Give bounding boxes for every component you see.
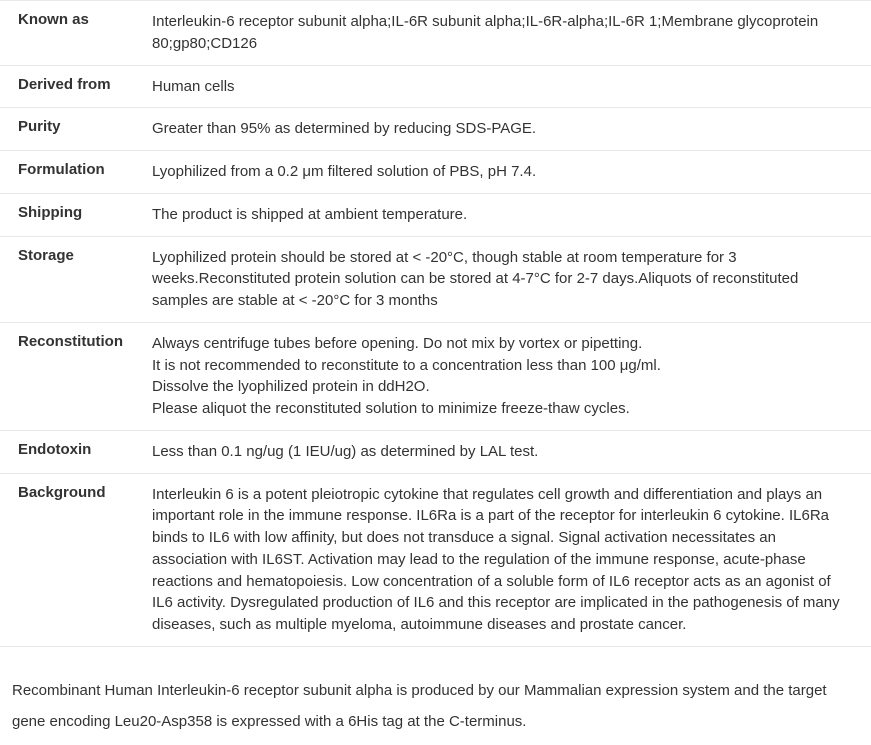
property-label: Derived from [18, 76, 152, 98]
property-value-line: Always centrifuge tubes before opening. … [152, 333, 851, 355]
property-value-line: It is not recommended to reconstitute to… [152, 355, 851, 377]
properties-table: Known asInterleukin-6 receptor subunit a… [0, 0, 871, 647]
property-label: Formulation [18, 161, 152, 183]
property-row: BackgroundInterleukin 6 is a potent plei… [0, 474, 871, 647]
property-value-line: Dissolve the lyophilized protein in ddH2… [152, 376, 851, 398]
property-row: StorageLyophilized protein should be sto… [0, 237, 871, 323]
property-label: Reconstitution [18, 333, 152, 420]
property-row: FormulationLyophilized from a 0.2 μm fil… [0, 151, 871, 194]
property-value: Interleukin 6 is a potent pleiotropic cy… [152, 484, 861, 636]
property-label: Background [18, 484, 152, 636]
property-label: Storage [18, 247, 152, 312]
property-row: Derived fromHuman cells [0, 66, 871, 109]
property-value: Always centrifuge tubes before opening. … [152, 333, 861, 420]
property-value: Less than 0.1 ng/ug (1 IEU/ug) as determ… [152, 441, 861, 463]
property-label: Endotoxin [18, 441, 152, 463]
property-row: ReconstitutionAlways centrifuge tubes be… [0, 323, 871, 431]
property-row: PurityGreater than 95% as determined by … [0, 108, 871, 151]
property-value: Lyophilized protein should be stored at … [152, 247, 861, 312]
property-value: Greater than 95% as determined by reduci… [152, 118, 861, 140]
property-value: The product is shipped at ambient temper… [152, 204, 861, 226]
property-value: Interleukin-6 receptor subunit alpha;IL-… [152, 11, 861, 55]
property-label: Purity [18, 118, 152, 140]
property-value: Human cells [152, 76, 861, 98]
property-row: Known asInterleukin-6 receptor subunit a… [0, 0, 871, 66]
property-value: Lyophilized from a 0.2 μm filtered solut… [152, 161, 861, 183]
property-row: ShippingThe product is shipped at ambien… [0, 194, 871, 237]
property-label: Shipping [18, 204, 152, 226]
property-value-line: Please aliquot the reconstituted solutio… [152, 398, 851, 420]
property-label: Known as [18, 11, 152, 55]
property-row: EndotoxinLess than 0.1 ng/ug (1 IEU/ug) … [0, 431, 871, 474]
footer-description: Recombinant Human Interleukin-6 receptor… [0, 647, 871, 738]
